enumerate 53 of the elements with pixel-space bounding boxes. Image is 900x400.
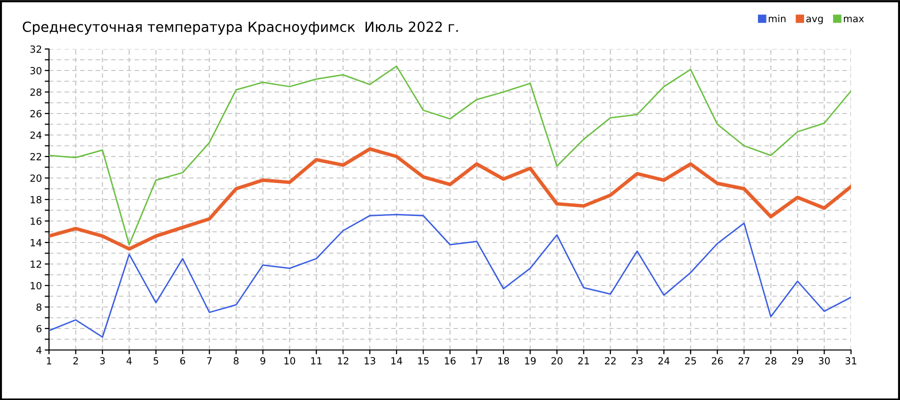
y-tick-label: 16 [30,217,42,225]
x-tick-label: 22 [604,357,616,364]
x-tick-label: 27 [738,357,750,364]
y-tick-label: 8 [36,303,42,311]
x-tick-label: 20 [551,357,562,364]
y-tick-label: 10 [30,282,42,290]
y-tick-label: 32 [30,45,42,53]
x-tick-label: 13 [364,357,376,364]
legend-label: min [768,14,786,22]
x-tick-label: 30 [818,357,830,364]
y-tick-label: 30 [30,66,42,74]
x-tick-label: 16 [444,357,456,364]
x-tick-label: 6 [180,357,186,364]
y-tick-label: 4 [36,346,42,354]
legend-label: avg [806,16,823,24]
x-tick-label: 31 [846,357,856,364]
x-tick-label: 21 [578,357,589,364]
x-tick-label: 29 [792,357,804,364]
x-tick-label: 2 [73,357,78,364]
x-tick-label: 24 [658,357,670,364]
x-tick-label: 17 [472,357,482,364]
x-tick-label: 26 [712,357,723,364]
line-series [49,66,851,246]
y-tick-label: 14 [30,239,42,246]
x-tick-label: 7 [207,357,212,364]
y-tick-label: 22 [30,152,42,160]
x-tick-label: 11 [311,357,322,364]
y-tick-label: 18 [30,196,42,204]
y-tick-label: 24 [30,131,42,139]
y-tick-label: 12 [30,260,42,268]
x-tick-label: 28 [765,357,776,364]
x-tick-label: 15 [418,357,429,364]
x-tick-label: 3 [100,357,105,364]
x-tick-label: 8 [234,357,239,364]
chart-title: Среднесуточная температура Красноуфимск Июль 2022 г. [22,22,458,35]
line-series [49,214,851,338]
x-tick-label: 23 [632,357,643,364]
y-tick-label: 26 [30,110,42,118]
y-tick-label: 20 [30,174,42,182]
x-tick-label: 10 [284,357,296,364]
y-tick-label: 28 [30,88,42,96]
x-tick-label: 1 [46,357,52,364]
x-tick-label: 25 [685,357,696,364]
x-tick-label: 19 [525,357,536,364]
x-tick-label: 4 [126,357,132,364]
x-tick-label: 12 [338,357,348,364]
x-tick-label: 5 [154,357,158,364]
line-series [49,147,851,251]
x-tick-label: 14 [391,357,402,364]
y-tick-label: 6 [36,324,42,332]
x-tick-label: 18 [498,357,509,364]
legend-label: max [844,16,864,22]
x-tick-label: 9 [260,357,266,364]
